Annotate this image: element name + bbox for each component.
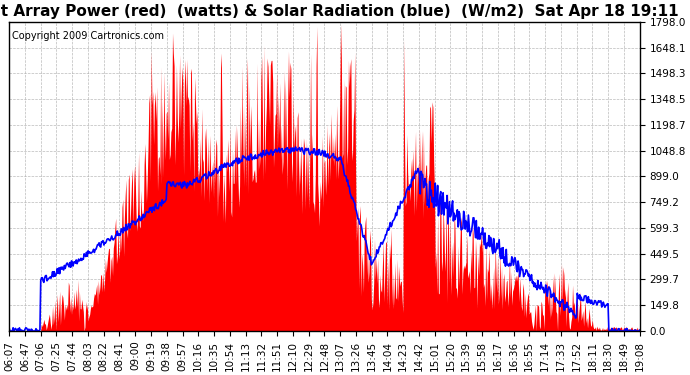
- Text: Copyright 2009 Cartronics.com: Copyright 2009 Cartronics.com: [12, 31, 164, 41]
- Title: East Array Power (red)  (watts) & Solar Radiation (blue)  (W/m2)  Sat Apr 18 19:: East Array Power (red) (watts) & Solar R…: [0, 4, 678, 19]
